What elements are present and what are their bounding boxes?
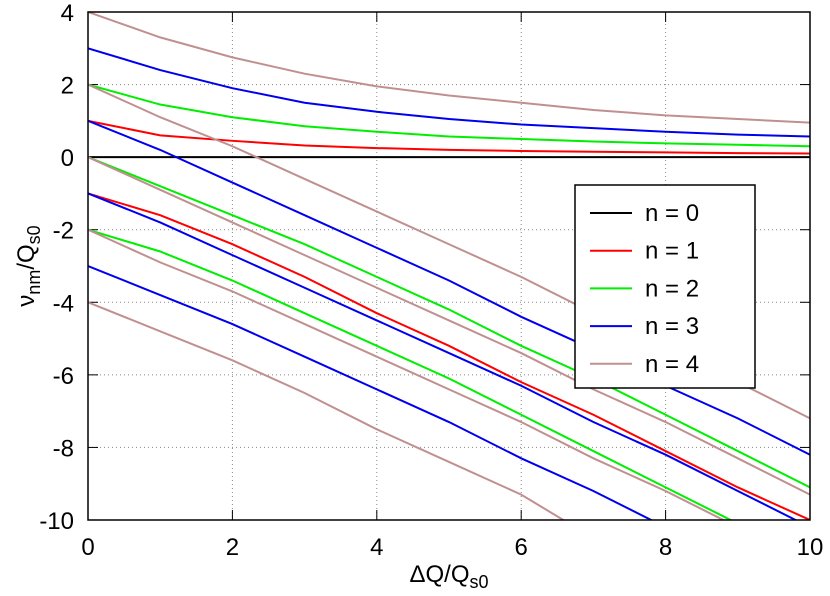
y-label-sub: nm <box>24 270 44 295</box>
x-tick-label: 2 <box>226 534 239 561</box>
series-line <box>88 192 810 520</box>
y-tick-label: -4 <box>53 290 74 317</box>
series-line <box>88 119 810 155</box>
series-line <box>88 83 810 148</box>
series-line <box>88 265 654 520</box>
y-label-main2: /Q <box>13 244 40 269</box>
series-line <box>88 47 810 138</box>
y-label-main: ν <box>13 295 40 307</box>
legend-box <box>574 184 756 389</box>
x-label-main: ΔQ/Q <box>409 561 469 588</box>
y-label-sub2: s0 <box>24 225 44 244</box>
legend-label: n = 4 <box>645 351 699 378</box>
legend-label: n = 1 <box>645 238 699 265</box>
y-tick-label: 4 <box>61 0 74 27</box>
series-line <box>88 301 566 520</box>
plot-area <box>88 12 810 520</box>
y-tick-label: -10 <box>39 508 74 535</box>
legend-label: n = 3 <box>645 313 699 340</box>
y-tick-label: -6 <box>53 363 74 390</box>
x-tick-label: 0 <box>81 534 94 561</box>
series-line <box>88 228 733 520</box>
legend: n = 0 n = 1 n = 2 n = 3 n = 4 <box>574 184 756 389</box>
legend-label: n = 2 <box>645 275 699 302</box>
x-tick-label: 6 <box>515 534 528 561</box>
plot-frame <box>87 11 811 521</box>
y-tick-label: -8 <box>53 435 74 462</box>
series-line <box>88 192 798 520</box>
series-line <box>88 119 810 456</box>
series-line <box>88 12 810 124</box>
x-tick-label: 10 <box>797 534 824 561</box>
x-label-sub: s0 <box>470 572 489 591</box>
x-tick-label: 8 <box>659 534 672 561</box>
series-line <box>88 228 726 520</box>
y-tick-label: 0 <box>61 145 74 172</box>
y-axis-label: νnm/Qs0 <box>13 225 44 306</box>
legend-label: n = 0 <box>645 200 699 227</box>
x-axis-label: ΔQ/Qs0 <box>409 561 488 591</box>
x-tick-label: 4 <box>370 534 383 561</box>
series-line <box>88 156 810 489</box>
y-tick-label: 2 <box>61 73 74 100</box>
y-tick-label: -2 <box>53 218 74 245</box>
series-line <box>88 156 810 496</box>
